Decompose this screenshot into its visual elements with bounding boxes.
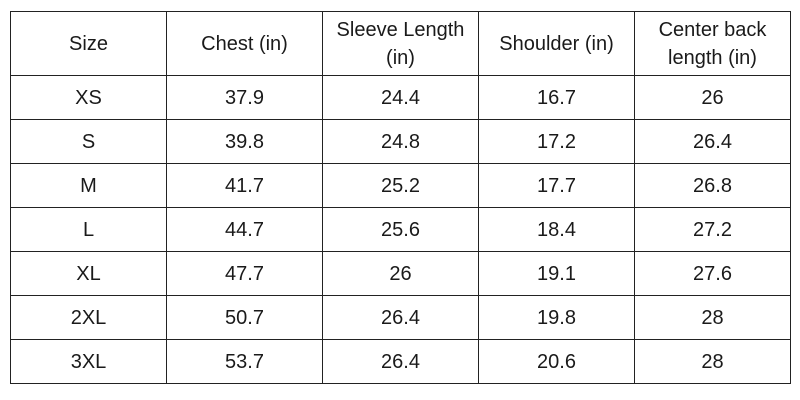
header-cell: Chest (in)	[166, 11, 323, 76]
table-cell: 20.6	[478, 339, 635, 384]
table-row: XS 37.9 24.4 16.7 26	[10, 75, 791, 120]
table-cell: 26.4	[322, 295, 479, 340]
table-cell: 44.7	[166, 207, 323, 252]
table-cell: 47.7	[166, 251, 323, 296]
size-chart: Size Chest (in) Sleeve Length (in) Shoulder…	[10, 11, 791, 384]
header-row: Size Chest (in) Sleeve Length (in) Shoulder…	[10, 11, 791, 76]
table-cell: 19.1	[478, 251, 635, 296]
table-cell: 53.7	[166, 339, 323, 384]
table-cell: 26.4	[634, 119, 791, 164]
table-cell: 18.4	[478, 207, 635, 252]
table-cell: L	[10, 207, 167, 252]
table-cell: 39.8	[166, 119, 323, 164]
table-cell: 25.2	[322, 163, 479, 208]
table-cell: 25.6	[322, 207, 479, 252]
table-cell: M	[10, 163, 167, 208]
table-row: S 39.8 24.8 17.2 26.4	[10, 119, 791, 164]
table-cell: 26.8	[634, 163, 791, 208]
table-cell: 24.8	[322, 119, 479, 164]
table-cell: 19.8	[478, 295, 635, 340]
table-row: 3XL 53.7 26.4 20.6 28	[10, 339, 791, 384]
header-cell: Sleeve Length (in)	[322, 11, 479, 76]
table-cell: 27.2	[634, 207, 791, 252]
table-cell: 17.7	[478, 163, 635, 208]
table-cell: 27.6	[634, 251, 791, 296]
table-cell: 28	[634, 339, 791, 384]
table-cell: S	[10, 119, 167, 164]
table-cell: 26	[322, 251, 479, 296]
table-row: L 44.7 25.6 18.4 27.2	[10, 207, 791, 252]
table-row: 2XL 50.7 26.4 19.8 28	[10, 295, 791, 340]
table-row: XL 47.7 26 19.1 27.6	[10, 251, 791, 296]
table-row: M 41.7 25.2 17.7 26.8	[10, 163, 791, 208]
table-cell: 26.4	[322, 339, 479, 384]
header-cell: Shoulder (in)	[478, 11, 635, 76]
table-cell: 41.7	[166, 163, 323, 208]
table-cell: 24.4	[322, 75, 479, 120]
table-cell: XL	[10, 251, 167, 296]
table-cell: 17.2	[478, 119, 635, 164]
table-cell: 3XL	[10, 339, 167, 384]
table-cell: 26	[634, 75, 791, 120]
table-cell: 50.7	[166, 295, 323, 340]
table-cell: 2XL	[10, 295, 167, 340]
header-cell: Center back length (in)	[634, 11, 791, 76]
size-table: Size Chest (in) Sleeve Length (in) Shoulder…	[10, 11, 791, 384]
table-cell: 37.9	[166, 75, 323, 120]
table-cell: XS	[10, 75, 167, 120]
table-cell: 16.7	[478, 75, 635, 120]
header-cell: Size	[10, 11, 167, 76]
table-cell: 28	[634, 295, 791, 340]
